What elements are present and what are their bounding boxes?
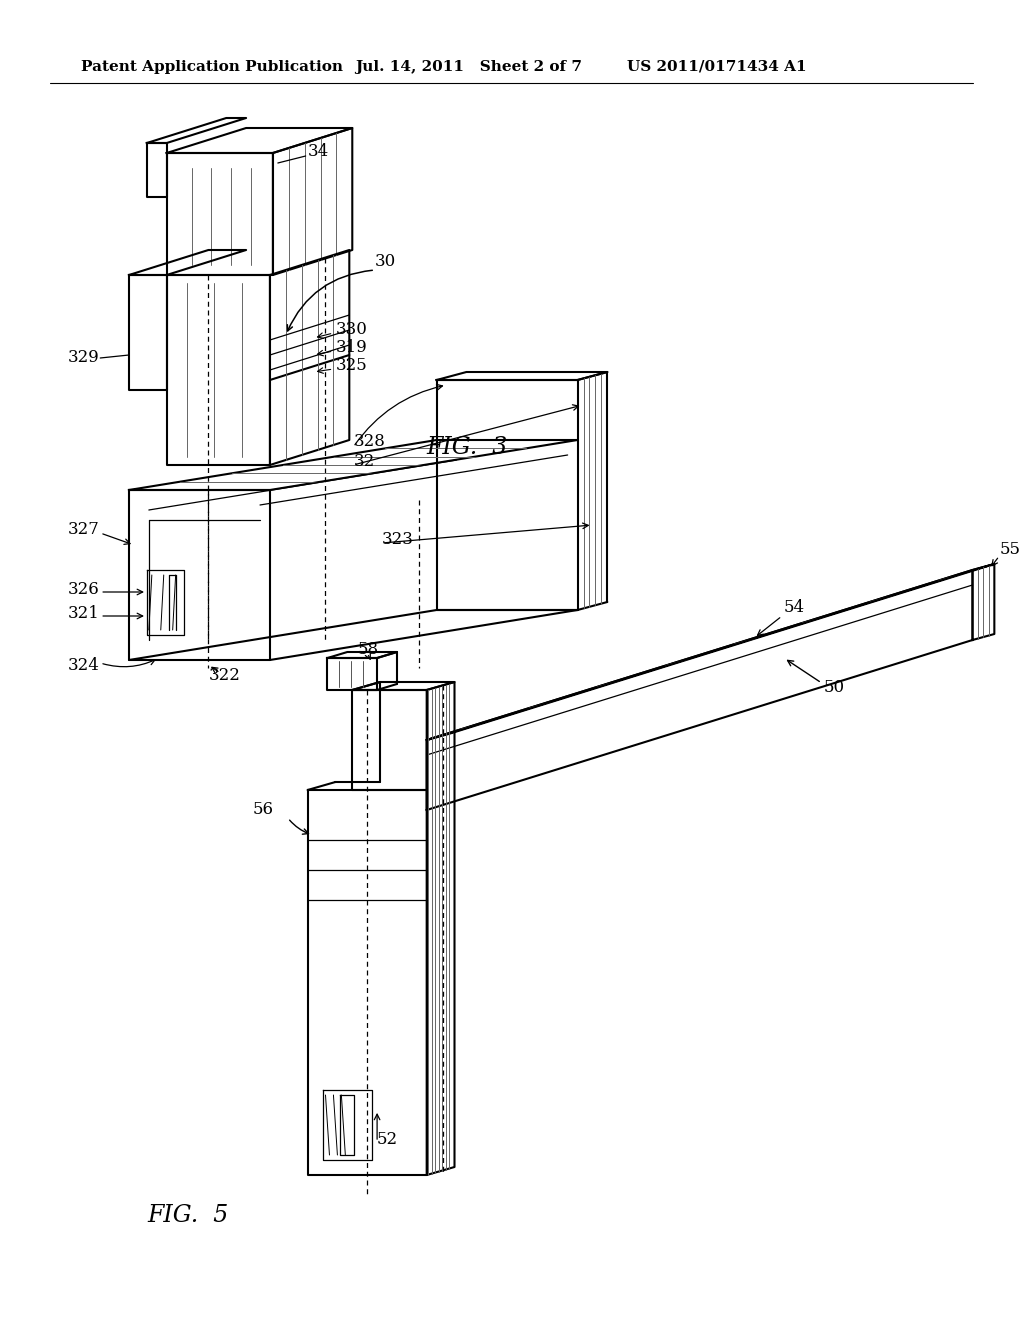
Polygon shape — [328, 652, 397, 657]
Text: 319: 319 — [336, 339, 368, 356]
Polygon shape — [323, 1090, 372, 1160]
Text: FIG.  5: FIG. 5 — [146, 1204, 228, 1226]
Polygon shape — [352, 682, 455, 690]
Text: 55: 55 — [999, 540, 1020, 557]
Text: 330: 330 — [336, 322, 368, 338]
Polygon shape — [273, 128, 352, 275]
Text: 329: 329 — [68, 350, 99, 367]
Text: US 2011/0171434 A1: US 2011/0171434 A1 — [627, 59, 807, 74]
Polygon shape — [270, 249, 349, 465]
Polygon shape — [427, 564, 994, 741]
Polygon shape — [436, 380, 578, 610]
Text: 325: 325 — [336, 358, 368, 375]
Text: 327: 327 — [68, 521, 99, 539]
Polygon shape — [167, 153, 273, 275]
Polygon shape — [129, 275, 167, 389]
Text: 50: 50 — [823, 680, 845, 697]
Polygon shape — [129, 490, 270, 660]
Polygon shape — [307, 789, 427, 1175]
Polygon shape — [427, 682, 455, 1175]
Text: 328: 328 — [353, 433, 385, 450]
Text: 324: 324 — [68, 656, 99, 673]
Text: 323: 323 — [382, 532, 414, 549]
Polygon shape — [129, 249, 246, 275]
Polygon shape — [340, 1096, 354, 1155]
Polygon shape — [427, 570, 973, 810]
Polygon shape — [146, 117, 246, 143]
Polygon shape — [146, 143, 167, 197]
Text: 56: 56 — [253, 801, 274, 818]
Text: 326: 326 — [68, 582, 99, 598]
Polygon shape — [328, 657, 377, 690]
Text: 321: 321 — [68, 605, 99, 622]
Text: 30: 30 — [375, 253, 396, 271]
Polygon shape — [167, 128, 352, 153]
Text: 32: 32 — [353, 454, 375, 470]
Text: 52: 52 — [377, 1131, 398, 1148]
Text: 34: 34 — [307, 144, 329, 161]
Polygon shape — [167, 275, 270, 465]
Polygon shape — [436, 372, 607, 380]
Text: 322: 322 — [209, 667, 241, 684]
Polygon shape — [973, 564, 994, 640]
Polygon shape — [129, 440, 578, 490]
Text: 54: 54 — [784, 599, 805, 616]
Text: FIG.  3: FIG. 3 — [427, 437, 508, 459]
Text: Jul. 14, 2011   Sheet 2 of 7: Jul. 14, 2011 Sheet 2 of 7 — [355, 59, 583, 74]
Polygon shape — [352, 690, 427, 789]
Text: 58: 58 — [357, 642, 379, 659]
Text: Patent Application Publication: Patent Application Publication — [81, 59, 343, 74]
Polygon shape — [146, 570, 183, 635]
